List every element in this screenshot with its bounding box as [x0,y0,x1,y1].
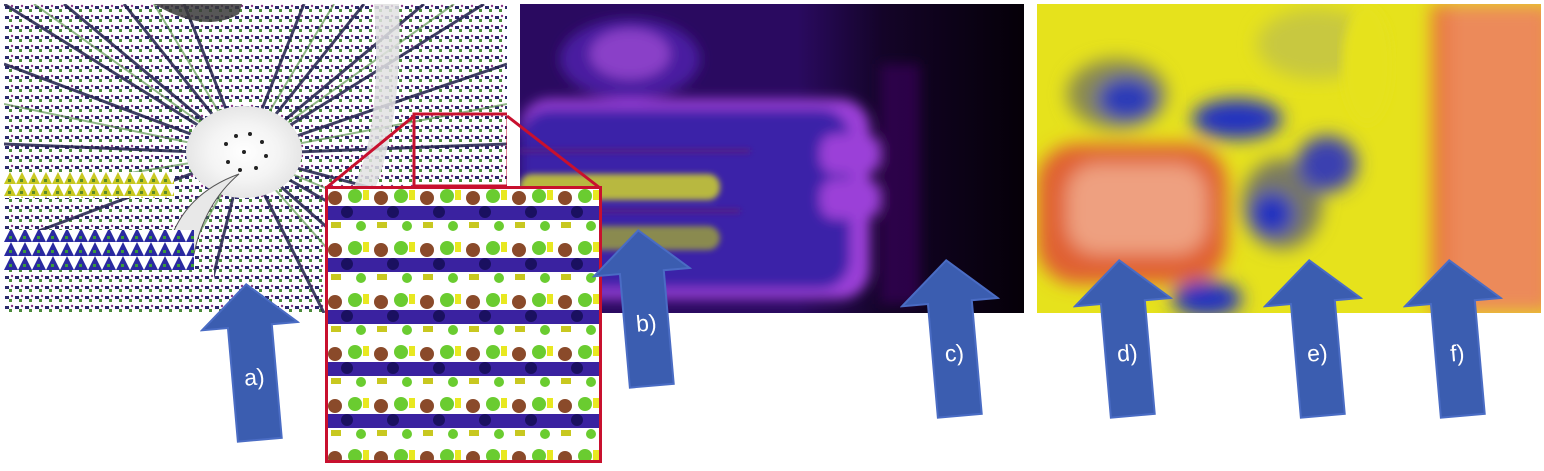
arrow-a: a) [196,278,310,446]
zoom-inset-image [325,186,602,463]
zoom-inset [325,186,602,463]
arrow-up-icon [899,258,1001,419]
arrow-d: d) [1069,254,1183,422]
arrow-f: f) [1399,254,1513,422]
arrow-up-icon [1072,258,1174,419]
purple-field-panel [520,4,1024,313]
arrow-b: b) [588,224,702,392]
arrow-up-icon [1262,258,1364,419]
purple-field-image [520,4,1024,313]
arrow-e: e) [1259,254,1373,422]
arrow-up-icon [199,282,301,443]
arrow-c: c) [896,254,1010,422]
arrow-up-icon [591,228,693,389]
arrow-up-icon [1402,258,1504,419]
